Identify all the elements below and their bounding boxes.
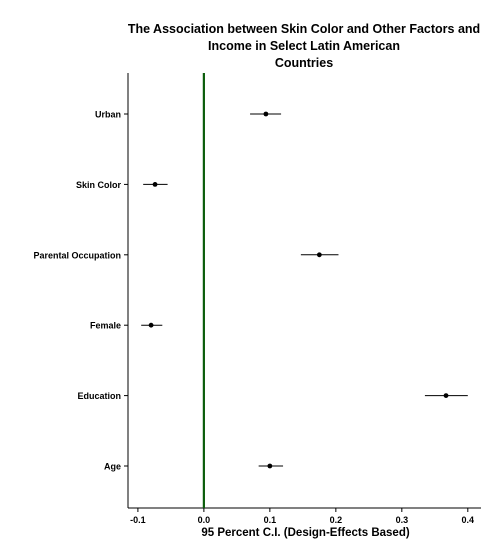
point-parental-occupation — [316, 252, 322, 258]
chart-title: The Association between Skin Color and O… — [128, 22, 480, 70]
plot-area: Urban Skin Color Parental Occupation Female… — [33, 73, 481, 525]
chart-title-line: Countries — [275, 56, 333, 70]
y-label-age: Age — [104, 462, 121, 472]
x-axis-title: 95 Percent C.I. (Design-Effects Based) — [201, 527, 410, 539]
point-education — [443, 393, 449, 398]
point-female — [148, 322, 154, 328]
chart-title-line: Income in Select Latin American — [208, 39, 400, 53]
y-label-female: Female — [90, 321, 121, 331]
y-label-parental-occupation: Parental Occupation — [33, 250, 121, 260]
confidence-intervals — [141, 113, 468, 467]
y-axis-ticks — [124, 113, 128, 467]
x-tick-label: 0.0 — [198, 515, 211, 525]
point-skin-color — [152, 182, 158, 187]
x-tick-label: 0.3 — [396, 515, 409, 525]
y-label-skin-color: Skin Color — [76, 180, 122, 190]
y-label-education: Education — [77, 391, 121, 401]
x-tick-label: 0.1 — [264, 515, 277, 525]
point-urban — [263, 111, 269, 117]
x-tick-label: -0.1 — [130, 515, 146, 525]
x-tick-label: 0.2 — [330, 515, 343, 525]
x-axis-tick-labels: -0.1 0.0 0.1 0.2 0.3 0.4 — [130, 515, 474, 525]
y-axis-labels: Urban Skin Color Parental Occupation Female… — [33, 110, 121, 472]
x-axis-ticks — [137, 508, 469, 512]
point-age — [267, 463, 273, 469]
y-label-urban: Urban — [95, 110, 121, 120]
point-estimates — [148, 111, 449, 469]
x-tick-label: 0.4 — [462, 515, 475, 525]
chart-title-line: The Association between Skin Color and O… — [128, 22, 480, 36]
